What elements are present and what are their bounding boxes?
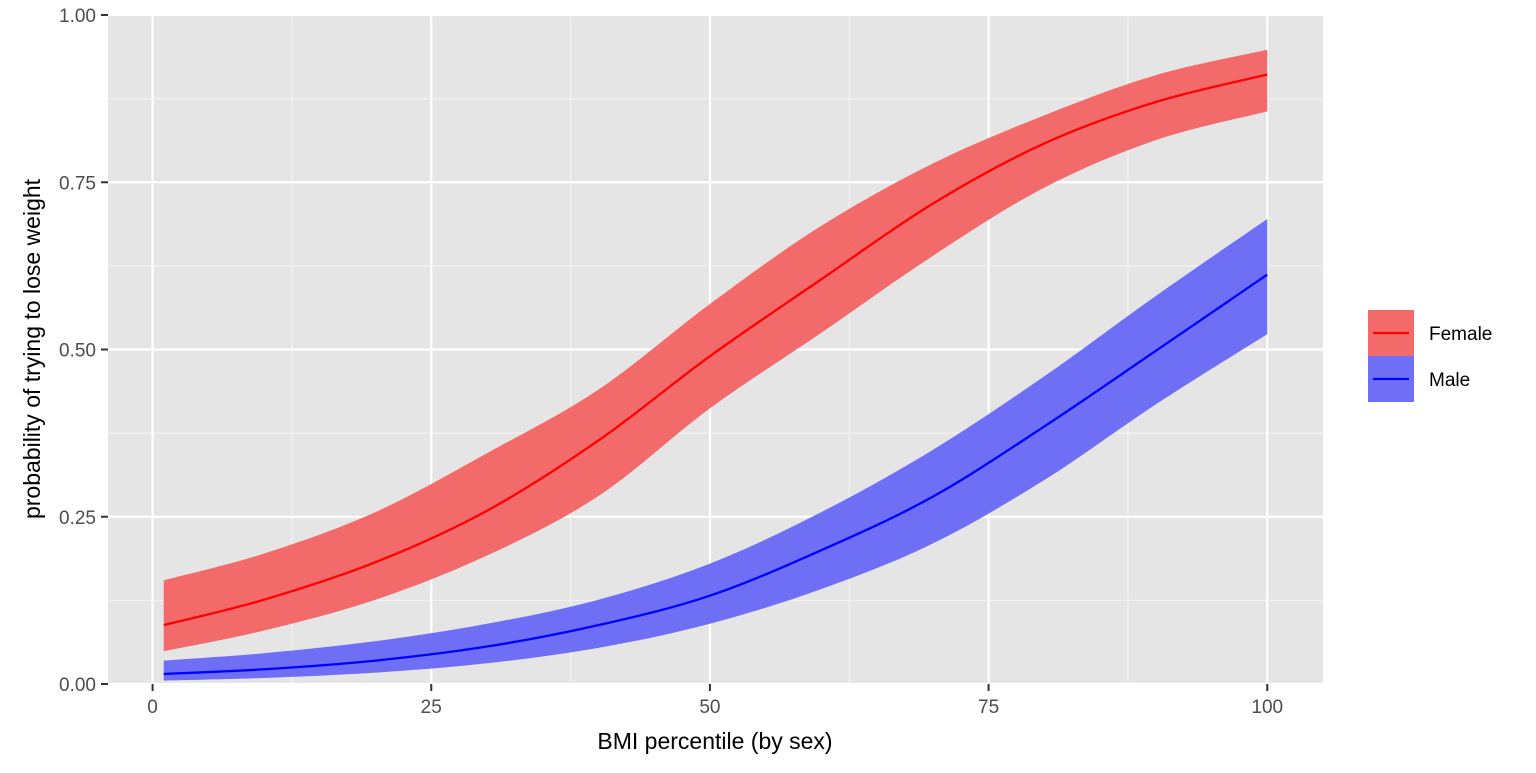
y-tick-label: 0.75 — [59, 173, 96, 194]
x-tick-label: 75 — [978, 697, 999, 718]
x-axis-title: BMI percentile (by sex) — [597, 728, 832, 754]
y-tick-label: 0.50 — [59, 341, 96, 362]
x-tick-label: 100 — [1251, 697, 1283, 718]
confidence-bands — [163, 49, 1268, 681]
legend-label-male: Male — [1429, 370, 1470, 391]
y-tick-label: 0.25 — [59, 508, 96, 529]
x-tick-label: 25 — [421, 697, 442, 718]
legend-label-female: Female — [1429, 324, 1492, 345]
series-line-female — [163, 73, 1268, 627]
y-tick-label: 1.00 — [59, 6, 96, 27]
legend: Female Male — [1368, 310, 1492, 402]
axes: 0 25 50 75 100 0.00 0.25 0.50 0.75 1.00 — [59, 6, 1283, 718]
x-tick-label: 0 — [147, 697, 158, 718]
confidence-band-male — [163, 219, 1268, 681]
x-tick-label: 50 — [699, 697, 720, 718]
series-lines — [163, 73, 1268, 676]
series-line-male — [163, 273, 1268, 676]
y-axis-title: probability of trying to lose weight — [19, 178, 45, 519]
y-tick-label: 0.00 — [59, 675, 96, 696]
confidence-band-female — [163, 49, 1268, 652]
